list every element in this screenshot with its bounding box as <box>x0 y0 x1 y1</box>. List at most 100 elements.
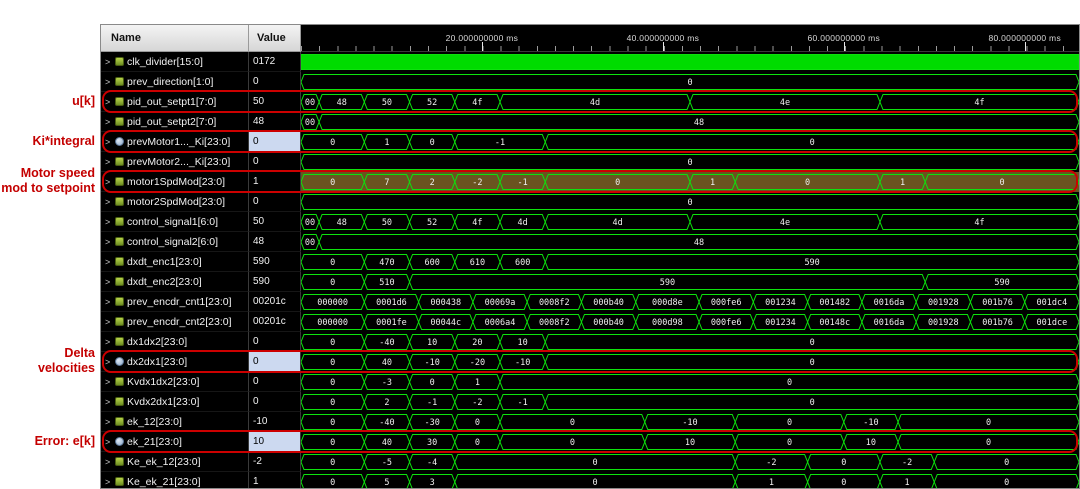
expand-arrow-icon[interactable]: > <box>105 256 111 267</box>
waveform-trace[interactable]: 0 470 600 610 600 590 <box>301 252 1079 272</box>
waveform-trace[interactable]: 0 510 590 590 <box>301 272 1079 292</box>
expand-arrow-icon[interactable]: > <box>105 356 111 367</box>
signal-name-label: motor1SpdMod[23:0] <box>127 175 226 188</box>
waveform-trace[interactable]: 0 40 30 0 0 10 0 10 0 <box>301 432 1079 452</box>
signal-value: 0 <box>249 72 301 92</box>
signal-name-cell[interactable]: > prevMotor2..._Ki[23:0] <box>101 152 249 172</box>
signal-name-cell[interactable]: > Ke_ek_12[23:0] <box>101 452 249 472</box>
signal-name-cell[interactable]: > control_signal1[6:0] <box>101 212 249 232</box>
signal-name-cell[interactable]: > prevMotor1..._Ki[23:0] <box>101 132 249 152</box>
waveform-trace[interactable]: 0 -5 -4 0 -2 0 -2 0 <box>301 452 1079 472</box>
signal-name-cell[interactable]: > control_signal2[6:0] <box>101 232 249 252</box>
svg-text:-20: -20 <box>470 358 485 368</box>
waveform-trace[interactable]: 0 5 3 0 1 0 1 0 <box>301 472 1079 488</box>
waveform-trace[interactable] <box>301 52 1079 72</box>
expand-arrow-icon[interactable]: > <box>105 216 111 227</box>
value-column-header[interactable]: Value <box>249 25 301 52</box>
signal-name-cell[interactable]: > prev_encdr_cnt2[23:0] <box>101 312 249 332</box>
svg-text:0: 0 <box>810 358 815 368</box>
waveform-trace[interactable]: 00 48 <box>301 232 1079 252</box>
expand-arrow-icon[interactable]: > <box>105 296 111 307</box>
signal-name-cell[interactable]: > dx1dx2[23:0] <box>101 332 249 352</box>
expand-arrow-icon[interactable]: > <box>105 336 111 347</box>
waveform-trace[interactable]: 0 <box>301 152 1079 172</box>
bus-signal-icon <box>115 297 124 306</box>
signal-name-cell[interactable]: > Kvdx1dx2[23:0] <box>101 372 249 392</box>
signal-row: > control_signal2[6:0] 48 00 48 <box>101 232 1079 252</box>
signal-name-cell[interactable]: > Kvdx2dx1[23:0] <box>101 392 249 412</box>
waveform-viewer: Name Value 20.000000000 ms 40.000000000 m… <box>100 24 1080 489</box>
signal-name-cell[interactable]: > pid_out_setpt1[7:0] <box>101 92 249 112</box>
svg-text:1: 1 <box>905 478 910 488</box>
waveform-trace[interactable]: 0 40 -10 -20 -10 0 <box>301 352 1079 372</box>
signal-name-label: Ke_ek_12[23:0] <box>127 455 201 468</box>
svg-text:000fe6: 000fe6 <box>711 298 742 308</box>
waveform-trace[interactable]: 0 2 -1 -2 -1 0 <box>301 392 1079 412</box>
signal-row: > motor1SpdMod[23:0] 1 0 7 2 -2 -1 0 1 0 1 0 <box>101 172 1079 192</box>
expand-arrow-icon[interactable]: > <box>105 116 111 127</box>
signal-name-label: pid_out_setpt2[7:0] <box>127 115 217 128</box>
svg-text:0: 0 <box>615 178 620 188</box>
expand-arrow-icon[interactable]: > <box>105 96 111 107</box>
waveform-trace[interactable]: 00 48 <box>301 112 1079 132</box>
expand-arrow-icon[interactable]: > <box>105 196 111 207</box>
waveform-trace[interactable]: 00 48 50 52 4f 4d 4e 4f <box>301 92 1079 112</box>
svg-text:0: 0 <box>687 158 692 168</box>
expand-arrow-icon[interactable]: > <box>105 276 111 287</box>
signal-value: 0 <box>249 132 301 152</box>
expand-arrow-icon[interactable]: > <box>105 396 111 407</box>
signal-name-cell[interactable]: > dxdt_enc1[23:0] <box>101 252 249 272</box>
svg-text:0: 0 <box>841 458 846 468</box>
expand-arrow-icon[interactable]: > <box>105 316 111 327</box>
waveform-trace[interactable]: 0 -3 0 1 0 <box>301 372 1079 392</box>
expand-arrow-icon[interactable]: > <box>105 56 111 67</box>
signal-name-cell[interactable]: > dx2dx1[23:0] <box>101 352 249 372</box>
signal-value: 0 <box>249 192 301 212</box>
waveform-trace[interactable]: 00 48 50 52 4f 4d 4d 4e 4f <box>301 212 1079 232</box>
waveform-trace[interactable]: 0 7 2 -2 -1 0 1 0 1 0 <box>301 172 1079 192</box>
svg-text:0016da: 0016da <box>874 298 905 308</box>
signal-name-cell[interactable]: > motor1SpdMod[23:0] <box>101 172 249 192</box>
signal-name-cell[interactable]: > prev_encdr_cnt1[23:0] <box>101 292 249 312</box>
signal-name-cell[interactable]: > prev_direction[1:0] <box>101 72 249 92</box>
expand-arrow-icon[interactable]: > <box>105 476 111 487</box>
expand-arrow-icon[interactable]: > <box>105 456 111 467</box>
signal-name-cell[interactable]: > dxdt_enc2[23:0] <box>101 272 249 292</box>
annotation-label: Delta velocities <box>0 346 95 376</box>
signal-name-cell[interactable]: > ek_12[23:0] <box>101 412 249 432</box>
bus-signal-icon <box>115 197 124 206</box>
waveform-trace[interactable]: 0 <box>301 192 1079 212</box>
svg-text:000b40: 000b40 <box>593 318 624 328</box>
waveform-trace[interactable]: 0 -40 10 20 10 0 <box>301 332 1079 352</box>
waveform-trace[interactable]: 000000 0001d6 000438 00069a 0008f2 000b40 000d… <box>301 292 1079 312</box>
svg-text:-40: -40 <box>379 418 394 428</box>
signal-name-cell[interactable]: > Ke_ek_21[23:0] <box>101 472 249 488</box>
signal-name-cell[interactable]: > motor2SpdMod[23:0] <box>101 192 249 212</box>
timeline-ruler[interactable]: 20.000000000 ms 40.000000000 ms 60.0000000… <box>301 25 1079 52</box>
waveform-trace[interactable]: 0 <box>301 72 1079 92</box>
name-column-header[interactable]: Name <box>101 25 249 52</box>
expand-arrow-icon[interactable]: > <box>105 76 111 87</box>
expand-arrow-icon[interactable]: > <box>105 236 111 247</box>
expand-arrow-icon[interactable]: > <box>105 176 111 187</box>
expand-arrow-icon[interactable]: > <box>105 376 111 387</box>
svg-text:0: 0 <box>787 438 792 448</box>
bus-signal-icon <box>115 417 124 426</box>
viewer-header: Name Value 20.000000000 ms 40.000000000 m… <box>101 25 1079 52</box>
svg-text:10: 10 <box>866 438 876 448</box>
waveform-trace[interactable]: 0 1 0 -1 0 <box>301 132 1079 152</box>
expand-arrow-icon[interactable]: > <box>105 156 111 167</box>
signal-name-cell[interactable]: > ek_21[23:0] <box>101 432 249 452</box>
expand-arrow-icon[interactable]: > <box>105 436 111 447</box>
waveform-trace[interactable]: 000000 0001fe 00044c 0006a4 0008f2 000b40 000d… <box>301 312 1079 332</box>
signal-name-cell[interactable]: > clk_divider[15:0] <box>101 52 249 72</box>
svg-text:470: 470 <box>379 258 394 268</box>
svg-text:0: 0 <box>687 78 692 88</box>
svg-text:000438: 000438 <box>430 298 461 308</box>
expand-arrow-icon[interactable]: > <box>105 136 111 147</box>
signal-name-cell[interactable]: > pid_out_setpt2[7:0] <box>101 112 249 132</box>
waveform-trace[interactable]: 0 -40 -30 0 0 -10 0 -10 0 <box>301 412 1079 432</box>
signal-value: 0 <box>249 332 301 352</box>
expand-arrow-icon[interactable]: > <box>105 416 111 427</box>
svg-text:0001d6: 0001d6 <box>376 298 407 308</box>
